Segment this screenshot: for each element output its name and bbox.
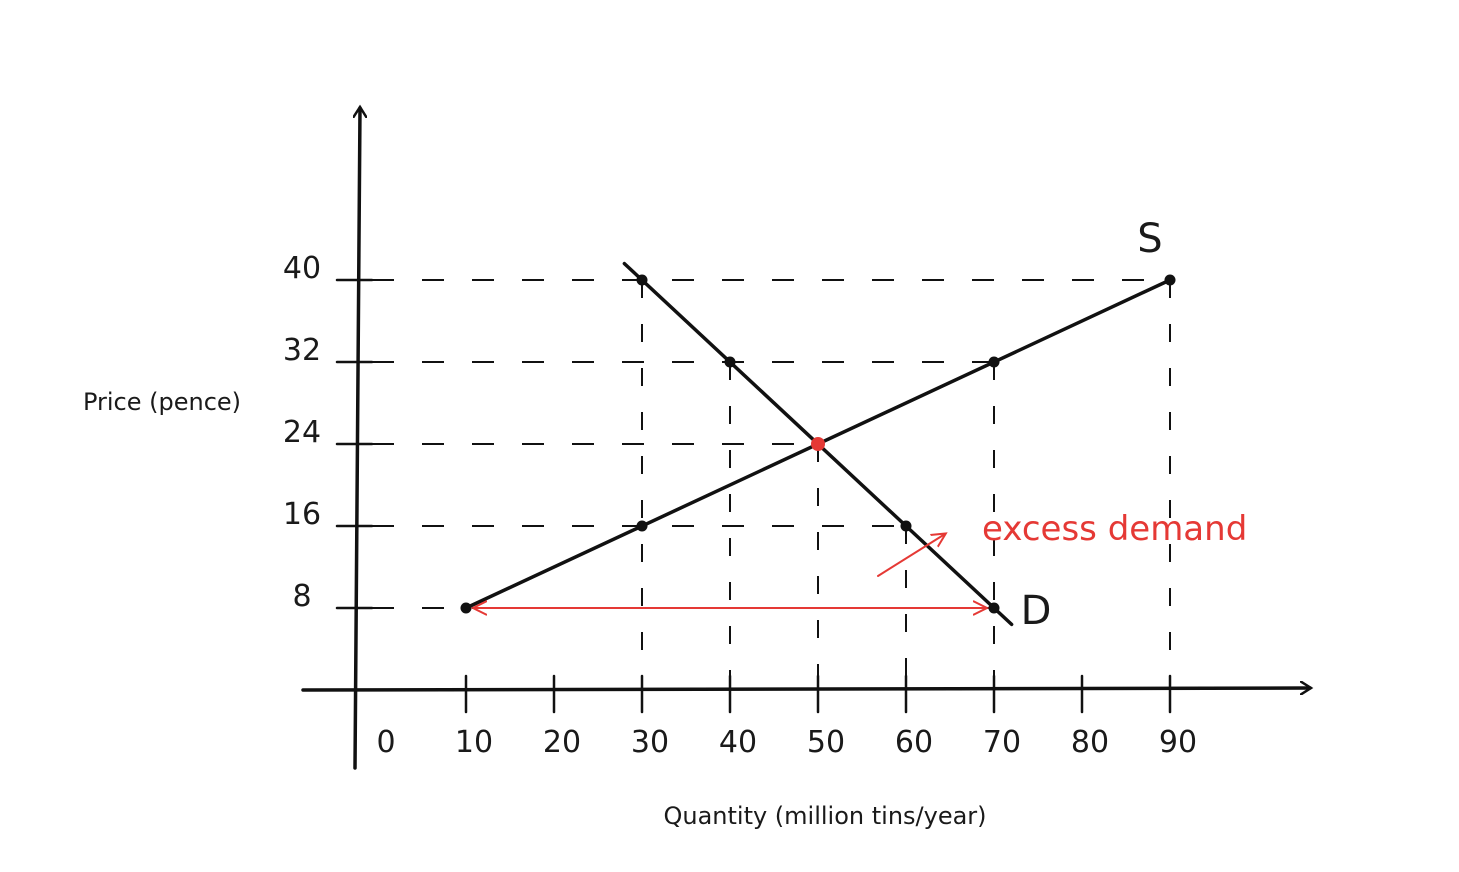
axes [301,108,1310,770]
excess-demand-label: excess demand [982,509,1247,549]
x-axis [301,688,1310,690]
x-tick-label-80: 80 [1071,725,1109,760]
x-tick-label-20: 20 [543,725,581,760]
series-layer [460,261,1176,627]
x-tick-label-40: 40 [719,725,757,760]
y-tick-label-40: 40 [283,251,321,286]
point-S-3 [1164,274,1176,286]
x-axis-title: Quantity (million tins/year) [663,802,986,830]
y-axis-title: Price (pence) [83,388,241,416]
point-D-2 [900,520,912,532]
x-tick-label-90: 90 [1159,725,1197,760]
y-tick-label-8: 8 [292,579,311,614]
y-tick-label-24: 24 [283,415,321,450]
x-tick-label-50: 50 [807,725,845,760]
point-D-0 [636,274,648,286]
y-tick-label-32: 32 [283,333,321,368]
point-S-2 [988,356,1000,368]
equilibrium-point [811,437,825,451]
x-tick-label-70: 70 [983,725,1021,760]
point-D-3 [988,602,1000,614]
point-S-1 [636,520,648,532]
x-tick-label-30: 30 [631,725,669,760]
x-tick-label-0: 0 [376,725,395,760]
curve-label-S: S [1137,216,1162,262]
excess-demand-pointer [877,534,945,577]
x-tick-label-10: 10 [455,725,493,760]
y-axis [355,108,360,770]
point-D-1 [724,356,736,368]
point-S-0 [460,602,472,614]
x-tick-label-60: 60 [895,725,933,760]
y-tick-label-16: 16 [283,497,321,532]
text-layer: Quantity (million tins/year) Price (penc… [83,216,1247,830]
curve-label-D: D [1021,588,1052,634]
annotation-layer [474,534,986,608]
